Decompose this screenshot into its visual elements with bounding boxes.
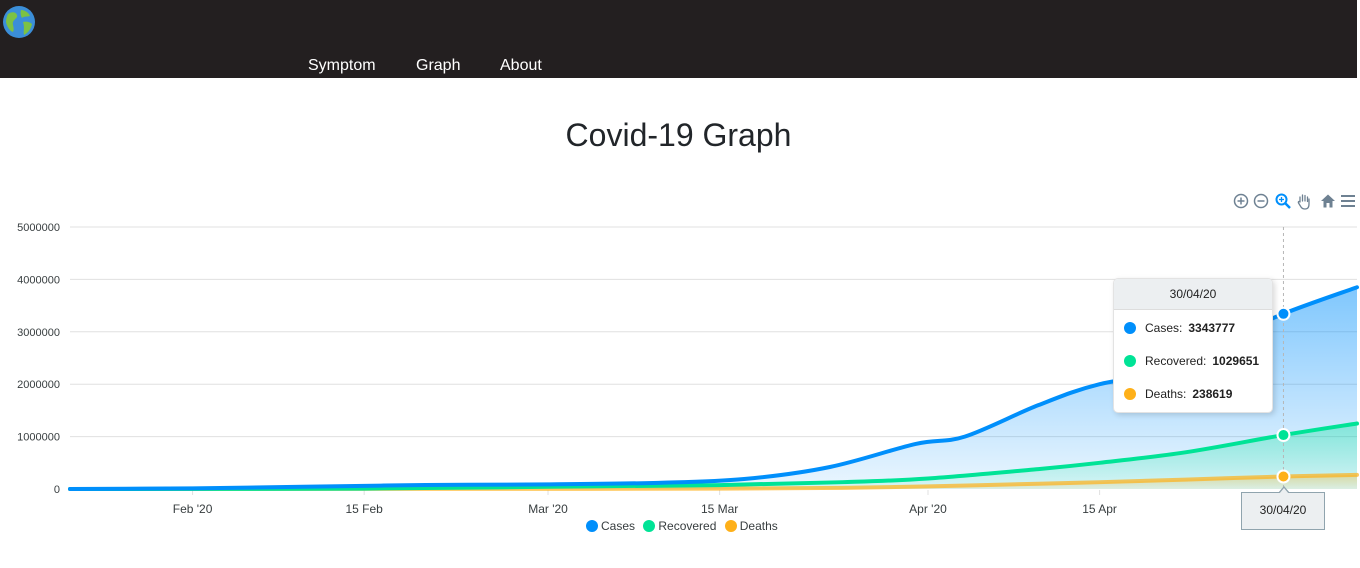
zoom-out-icon[interactable]: [1252, 192, 1270, 210]
y-tick-label: 2000000: [17, 379, 60, 391]
nav-about-link[interactable]: About: [500, 57, 542, 74]
tooltip-label: Deaths:: [1145, 387, 1187, 401]
recovered-series-line: [68, 421, 1359, 491]
recovered-marker-icon: [643, 520, 656, 532]
recovered-hover-point: [1276, 428, 1291, 443]
xaxis-tooltip: 30/04/20: [1241, 486, 1325, 530]
tooltip-value: 1029651: [1212, 354, 1260, 368]
y-tick-label: 4000000: [17, 274, 60, 286]
cases-hover-point: [1276, 306, 1291, 321]
legend-label: Deaths: [739, 519, 778, 533]
chart-tooltip: 30/04/20 Cases: 3343777 Recovered: 1029651…: [1113, 278, 1273, 413]
tooltip-label: Cases:: [1145, 321, 1183, 335]
main-nav: Symptom Graph About: [0, 57, 1357, 77]
chart-legend: Cases Recovered Deaths: [586, 519, 783, 533]
pan-hand-icon[interactable]: [1295, 192, 1313, 210]
tooltip-row-cases: Cases: 3343777: [1124, 320, 1235, 336]
recovered-area: [70, 423, 1357, 489]
legend-item-recovered[interactable]: Recovered: [643, 519, 716, 533]
tooltip-value: 238619: [1192, 387, 1233, 401]
tooltip-row-recovered: Recovered: 1029651: [1124, 353, 1259, 369]
tooltip-row-deaths: Deaths: 238619: [1124, 386, 1232, 402]
selection-zoom-icon[interactable]: [1274, 192, 1292, 210]
tooltip-label: Recovered:: [1145, 354, 1207, 368]
legend-label: Cases: [601, 519, 636, 533]
y-tick-label: 0: [54, 484, 60, 496]
deaths-marker-icon: [1124, 388, 1136, 400]
nav-graph-link[interactable]: Graph: [416, 57, 461, 74]
y-tick-label: 1000000: [17, 432, 60, 444]
nav-symptom-link[interactable]: Symptom: [308, 57, 376, 74]
x-tick-label: Apr '20: [909, 502, 947, 516]
cases-marker-icon: [1124, 322, 1136, 334]
x-tick-label: 15 Mar: [701, 502, 738, 516]
menu-icon[interactable]: [1339, 192, 1357, 210]
legend-item-cases[interactable]: Cases: [586, 519, 635, 533]
top-navbar: Symptom Graph About: [0, 0, 1357, 78]
y-tick-label: 3000000: [17, 327, 60, 339]
tooltip-value: 3343777: [1188, 321, 1236, 335]
cases-marker-icon: [586, 520, 598, 532]
zoom-in-icon[interactable]: [1232, 192, 1250, 210]
y-tick-label: 5000000: [17, 222, 60, 234]
cases-area: [70, 287, 1357, 489]
x-tick-label: 15 Feb: [345, 502, 383, 516]
reset-home-icon[interactable]: [1319, 192, 1337, 210]
tooltip-date: 30/04/20: [1114, 279, 1272, 310]
globe-icon[interactable]: [2, 5, 36, 39]
page-title: Covid-19 Graph: [565, 117, 792, 153]
legend-label: Recovered: [658, 519, 717, 533]
recovered-marker-icon: [1124, 355, 1136, 367]
x-tick-label: Feb '20: [173, 502, 213, 516]
x-tick-label: Mar '20: [528, 502, 568, 516]
x-tick-label: 15 Apr: [1082, 502, 1117, 516]
legend-item-deaths[interactable]: Deaths: [724, 519, 778, 533]
deaths-marker-icon: [724, 520, 737, 532]
deaths-hover-point: [1276, 469, 1291, 484]
